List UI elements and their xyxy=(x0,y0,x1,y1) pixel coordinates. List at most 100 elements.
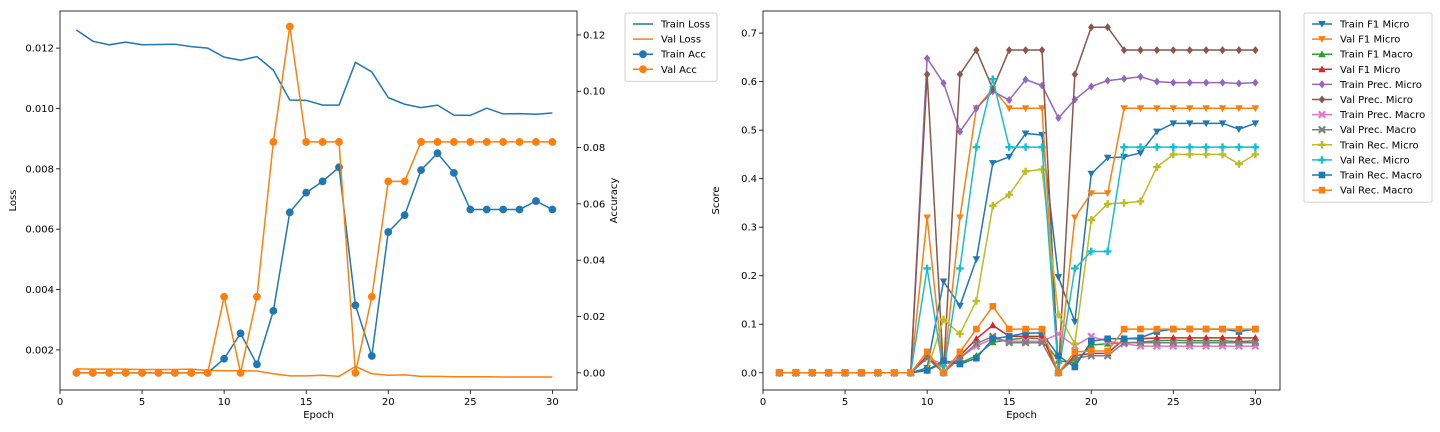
legend-marker xyxy=(1318,36,1326,43)
data-point xyxy=(220,292,229,301)
data-point xyxy=(1071,264,1079,273)
y2-axis-label: Accuracy xyxy=(609,178,620,224)
y-tick-label: 0.1 xyxy=(741,320,757,331)
data-point xyxy=(940,79,947,88)
data-point xyxy=(1251,334,1260,341)
legend-marker xyxy=(1318,95,1326,104)
data-point xyxy=(956,348,964,356)
data-point xyxy=(956,360,964,368)
data-point xyxy=(1185,120,1194,128)
data-point xyxy=(433,138,442,146)
data-point xyxy=(1235,143,1243,151)
legend-marker xyxy=(1318,125,1326,134)
data-point xyxy=(1202,105,1210,113)
data-point xyxy=(1103,190,1112,198)
data-point xyxy=(1186,325,1194,333)
y2-tick-label: 0.08 xyxy=(583,143,605,154)
data-point xyxy=(318,177,327,186)
data-point xyxy=(972,335,981,342)
legend-entry: Train F1 Micro xyxy=(1339,20,1409,31)
data-point xyxy=(335,138,343,146)
data-point xyxy=(1022,46,1029,55)
data-point xyxy=(1038,338,1046,347)
data-point xyxy=(923,214,931,222)
data-point xyxy=(1087,347,1095,355)
data-point xyxy=(1170,78,1177,87)
legend: Train Loss Val Loss Train Acc Val Acc xyxy=(624,12,718,82)
data-point xyxy=(1071,339,1079,348)
legend: Train F1 Micro Val F1 Micro Train F1 Macro… xyxy=(1303,12,1433,203)
x-axis-label: Epoch xyxy=(1006,410,1037,421)
legend-entry: Val Rec. Micro xyxy=(1340,155,1410,166)
data-point xyxy=(940,369,947,377)
data-point xyxy=(988,75,997,83)
y2-tick-label: 0.12 xyxy=(583,30,605,41)
data-point xyxy=(532,197,540,205)
data-point xyxy=(1218,150,1227,159)
legend-entry: Val Prec. Micro xyxy=(1340,95,1413,106)
data-point xyxy=(1005,325,1013,333)
legend-marker xyxy=(1318,21,1326,28)
data-point xyxy=(1202,143,1210,151)
y-tick-label: 0.0 xyxy=(741,368,757,379)
data-point xyxy=(1235,334,1243,341)
data-point xyxy=(1202,46,1210,55)
y-tick-label: 0.004 xyxy=(25,285,54,296)
data-point xyxy=(302,188,311,197)
data-point xyxy=(1185,338,1194,347)
data-point xyxy=(400,177,409,186)
data-point xyxy=(1005,153,1013,161)
data-point xyxy=(1169,105,1178,113)
data-point xyxy=(1218,334,1227,341)
data-point xyxy=(1202,338,1211,347)
data-point xyxy=(923,54,931,63)
data-point xyxy=(988,160,997,167)
data-point xyxy=(1185,150,1194,159)
data-point xyxy=(973,46,980,55)
data-point xyxy=(1005,105,1013,113)
data-point xyxy=(956,330,964,338)
data-point xyxy=(825,369,832,377)
legend-entry: Val F1 Micro xyxy=(1340,65,1400,76)
data-point xyxy=(972,297,981,305)
data-point xyxy=(1103,154,1112,162)
score-metrics-chart: 0 5 10 15 20 25 30 0.0 0.1 0.2 0.3 0.4 0.5 0.6 0.7 Epoc… xyxy=(711,10,1433,421)
data-point xyxy=(1054,274,1063,281)
data-point xyxy=(466,138,475,146)
data-point xyxy=(417,166,425,174)
data-point xyxy=(1218,338,1227,347)
data-point xyxy=(1071,363,1079,371)
data-point xyxy=(515,205,524,214)
data-point xyxy=(351,368,360,377)
data-point xyxy=(1104,76,1111,85)
x-tick-label: 30 xyxy=(1249,397,1262,408)
data-point xyxy=(1120,74,1128,83)
legend-marker xyxy=(639,50,647,59)
data-point xyxy=(367,292,376,301)
data-point xyxy=(499,138,508,146)
data-point xyxy=(417,138,425,146)
data-point xyxy=(482,205,491,214)
data-point xyxy=(1137,46,1144,55)
data-point xyxy=(466,205,475,214)
data-point xyxy=(400,211,409,220)
data-point xyxy=(1087,341,1096,349)
x-tick-label: 15 xyxy=(300,397,313,408)
legend-marker xyxy=(639,65,647,74)
y-tick-label: 0.012 xyxy=(25,44,54,55)
data-point xyxy=(1104,335,1111,343)
data-point xyxy=(1153,143,1161,151)
series-line xyxy=(779,333,1256,374)
data-point xyxy=(989,84,996,93)
data-point xyxy=(1022,325,1029,333)
x-tick-label: 25 xyxy=(464,397,477,408)
data-point xyxy=(220,354,229,363)
data-point xyxy=(1103,339,1112,347)
data-point xyxy=(956,302,964,310)
legend-entry: Train Loss xyxy=(660,20,710,31)
data-point xyxy=(236,368,245,377)
data-point xyxy=(1252,325,1259,333)
data-point xyxy=(1005,46,1013,55)
data-point xyxy=(1136,197,1145,206)
data-point xyxy=(1005,190,1013,199)
